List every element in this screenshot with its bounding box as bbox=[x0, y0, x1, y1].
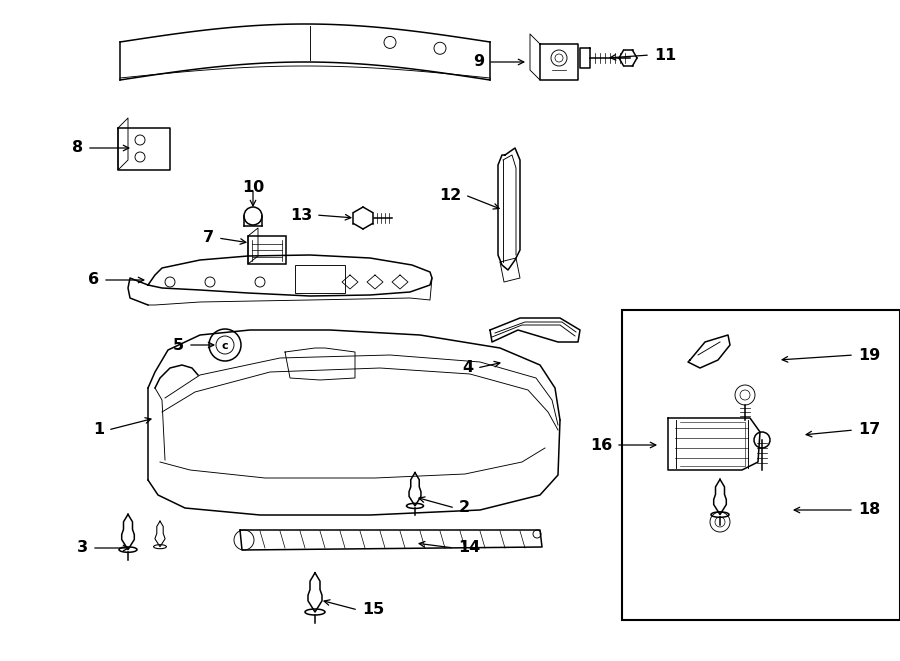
Text: 6: 6 bbox=[88, 272, 99, 288]
Text: c: c bbox=[221, 341, 229, 351]
Text: 7: 7 bbox=[202, 231, 214, 245]
Text: 11: 11 bbox=[654, 48, 676, 63]
Text: 14: 14 bbox=[458, 541, 481, 555]
Text: 9: 9 bbox=[472, 54, 484, 69]
Text: 5: 5 bbox=[173, 338, 184, 352]
Text: 8: 8 bbox=[72, 141, 83, 155]
Text: 16: 16 bbox=[590, 438, 612, 453]
Text: 1: 1 bbox=[93, 422, 104, 438]
Bar bbox=[295, 265, 345, 293]
Text: 19: 19 bbox=[858, 348, 880, 362]
Text: 13: 13 bbox=[290, 208, 312, 223]
Text: 15: 15 bbox=[362, 602, 384, 617]
Text: 10: 10 bbox=[242, 180, 264, 196]
Text: 12: 12 bbox=[439, 188, 461, 202]
Text: 2: 2 bbox=[459, 500, 470, 516]
Bar bbox=[248, 236, 286, 264]
Text: 17: 17 bbox=[858, 422, 880, 438]
Bar bbox=[622, 310, 900, 620]
Text: 18: 18 bbox=[858, 502, 880, 518]
Text: 3: 3 bbox=[76, 541, 88, 555]
Text: 4: 4 bbox=[462, 360, 473, 375]
